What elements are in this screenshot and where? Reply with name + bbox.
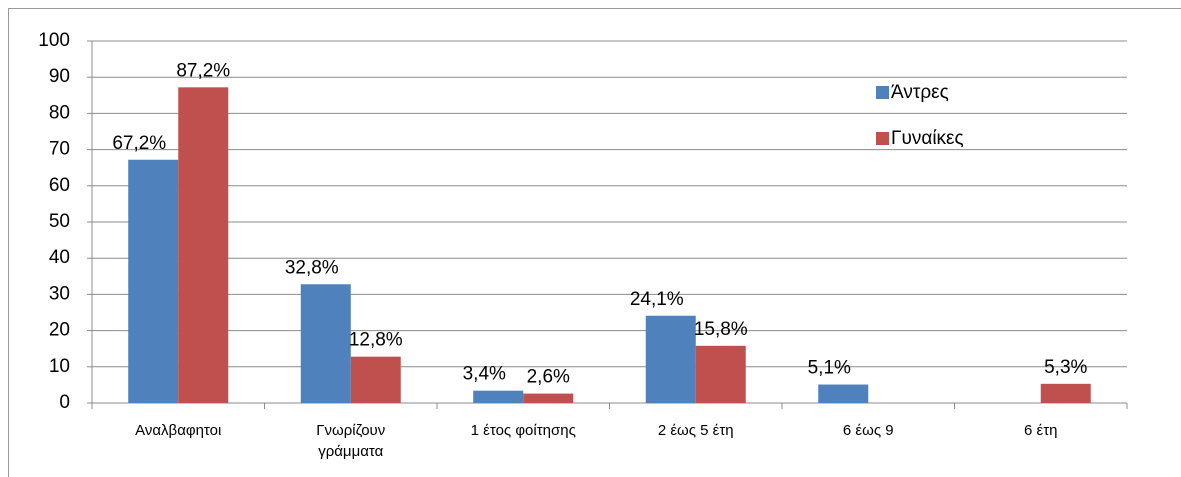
y-tick-label: 0 (59, 392, 70, 413)
bar (300, 284, 351, 403)
value-label: 5,3% (1044, 357, 1087, 378)
bar (1040, 383, 1091, 403)
x-tick-label: 6 έως 9 (843, 422, 894, 439)
value-label: 3,4% (463, 364, 506, 385)
y-tick-label: 30 (49, 283, 70, 304)
y-tick-label: 90 (49, 66, 70, 87)
x-tick-label: Αναλβαφητοι (135, 422, 221, 439)
y-tick-label: 80 (49, 102, 70, 123)
value-label: 67,2% (112, 133, 166, 154)
bar (473, 390, 524, 403)
x-tick-label: Γνωρίζουν γράμματα (316, 422, 385, 460)
value-label: 15,8% (694, 319, 748, 340)
bar (645, 315, 696, 403)
legend-label: Γυναίκες (891, 128, 964, 149)
y-tick-label: 60 (49, 175, 70, 196)
x-tick-label: 6 έτη (1024, 422, 1057, 439)
value-label: 32,8% (285, 257, 339, 278)
bar (350, 356, 401, 403)
bar (178, 87, 229, 403)
value-label: 24,1% (630, 289, 684, 310)
y-tick-label: 50 (49, 211, 70, 232)
y-tick-label: 40 (49, 247, 70, 268)
bar (523, 393, 574, 403)
value-label: 5,1% (808, 358, 851, 379)
value-label: 2,6% (527, 367, 570, 388)
y-tick-label: 20 (49, 320, 70, 341)
value-label: 87,2% (176, 60, 230, 81)
bar (128, 159, 179, 403)
bar (818, 384, 869, 403)
x-tick-label: 2 έως 5 έτη (658, 422, 734, 439)
legend-swatch (876, 86, 889, 99)
y-tick-label: 100 (38, 30, 70, 51)
value-label: 12,8% (349, 330, 403, 351)
bar (695, 345, 746, 403)
y-tick-label: 70 (49, 139, 70, 160)
legend-swatch (876, 132, 889, 145)
chart-frame (8, 8, 1181, 477)
legend-label: Άντρες (891, 82, 949, 103)
y-tick-label: 10 (49, 356, 70, 377)
x-tick-label: 1 έτος φοίτησης (471, 422, 576, 439)
